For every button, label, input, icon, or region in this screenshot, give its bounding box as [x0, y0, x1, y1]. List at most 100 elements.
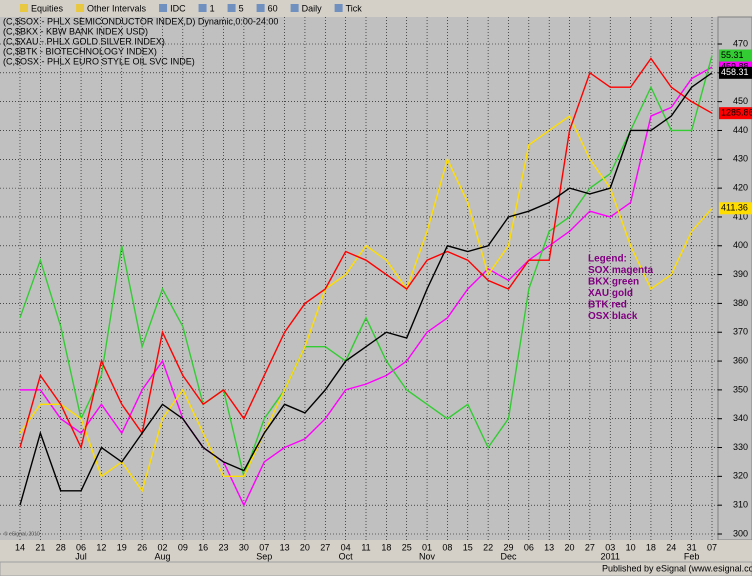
- legend-text: BKX green: [588, 277, 639, 288]
- toolbar-icon[interactable]: [256, 4, 265, 12]
- x-tick-label: 26: [137, 542, 147, 552]
- month-label: Nov: [419, 551, 436, 561]
- x-tick-label: 31: [687, 542, 697, 552]
- toolbar-icon[interactable]: [198, 4, 207, 12]
- legend-text: XAU gold: [588, 288, 633, 299]
- x-tick-label: 01: [422, 542, 432, 552]
- status-text: Published by eSignal (www.esignal.com): [602, 563, 752, 573]
- last-value-tag: [719, 66, 752, 79]
- y-tick-label: 380: [733, 298, 748, 308]
- x-tick-label: 07: [259, 542, 269, 552]
- y-tick-label: 410: [733, 211, 748, 221]
- last-value-tag: [719, 107, 752, 120]
- plot-area: [0, 17, 718, 540]
- y-tick-label: 300: [733, 528, 748, 538]
- y-tick-label: 390: [733, 269, 748, 279]
- x-axis-area: [0, 540, 752, 562]
- series-line: [20, 66, 713, 507]
- y-tick-label: 340: [733, 413, 748, 423]
- y-tick-label: 350: [733, 384, 748, 394]
- legend-text: BTK red: [588, 300, 627, 311]
- x-tick-label: 13: [280, 542, 290, 552]
- month-label: Jul: [75, 551, 87, 561]
- toolbar-button[interactable]: 60: [268, 3, 278, 13]
- y-tick-label: 420: [733, 182, 748, 192]
- series-line: [19, 72, 713, 506]
- last-value-label: 411.36: [721, 203, 748, 213]
- x-tick-label: 19: [117, 542, 127, 552]
- toolbar-button[interactable]: 1: [210, 3, 215, 13]
- toolbar-icon[interactable]: [227, 4, 236, 12]
- toolbar-icon[interactable]: [159, 4, 168, 12]
- header-line: (C,$OSX - PHLX EURO STYLE OIL SVC INDE): [3, 56, 195, 66]
- toolbar-button[interactable]: 5: [239, 3, 244, 13]
- toolbar-button[interactable]: Daily: [302, 3, 323, 13]
- month-label: Feb: [684, 551, 700, 561]
- last-value-tag: [719, 49, 752, 62]
- last-value-label: 55.31: [721, 50, 744, 60]
- x-tick-label: 12: [96, 542, 106, 552]
- x-tick-label: 20: [300, 542, 310, 552]
- header-line: (C,$XAU - PHLX GOLD SILVER INDEX): [3, 36, 165, 46]
- month-label: Dec: [500, 551, 517, 561]
- x-tick-label: 04: [341, 542, 351, 552]
- x-tick-label: 06: [524, 542, 534, 552]
- legend-text: Legend:: [588, 254, 627, 265]
- y-tick-label: 370: [733, 327, 748, 337]
- y-axis-area: [717, 16, 752, 541]
- month-label: Aug: [154, 551, 170, 561]
- x-tick-label: 29: [503, 542, 513, 552]
- toolbar-icon[interactable]: [20, 4, 28, 12]
- last-value-label: 1285.86: [721, 108, 752, 118]
- toolbar-button[interactable]: Equities: [31, 3, 64, 13]
- x-tick-label: 13: [544, 542, 554, 552]
- month-label: Sep: [256, 551, 272, 561]
- x-tick-label: 23: [219, 542, 229, 552]
- series-line: [19, 115, 713, 493]
- toolbar-button[interactable]: Tick: [346, 3, 363, 13]
- x-tick-label: 25: [402, 542, 412, 552]
- x-tick-label: 18: [646, 542, 656, 552]
- y-tick-label: 360: [733, 355, 748, 365]
- x-tick-label: 20: [565, 542, 575, 552]
- x-tick-label: 22: [483, 542, 493, 552]
- toolbar: [0, 0, 752, 17]
- x-tick-label: 11: [361, 542, 370, 552]
- y-tick-label: 450: [733, 96, 748, 106]
- y-tick-label: 440: [733, 125, 748, 135]
- x-tick-label: 21: [35, 542, 45, 552]
- y-tick-label: 320: [733, 471, 748, 481]
- toolbar-button[interactable]: Other Intervals: [87, 3, 147, 13]
- toolbar-icon[interactable]: [76, 4, 85, 12]
- last-value-label: 458.31: [721, 67, 749, 77]
- series-line: [19, 55, 713, 479]
- toolbar-icon[interactable]: [290, 4, 299, 12]
- y-tick-label: 310: [733, 500, 748, 510]
- x-tick-label: 06: [76, 542, 86, 552]
- toolbar-icon[interactable]: [334, 4, 343, 12]
- x-tick-label: 15: [463, 542, 473, 552]
- x-tick-label: 24: [666, 542, 676, 552]
- y-tick-label: 330: [733, 442, 748, 452]
- header-line: (C,$BKX - KBW BANK INDEX USD): [3, 26, 148, 36]
- x-tick-label: 14: [15, 542, 25, 552]
- x-tick-label: 07: [707, 542, 717, 552]
- last-value-tag: [719, 202, 752, 215]
- x-tick-label: 08: [442, 542, 452, 552]
- legend-text: SOX magenta: [588, 265, 653, 276]
- legend-text: OSX black: [588, 311, 638, 322]
- toolbar-button[interactable]: IDC: [170, 3, 186, 13]
- x-tick-label: 10: [626, 542, 636, 552]
- header-line: (C,$BTK - BIOTECHNOLOGY INDEX): [3, 46, 157, 56]
- last-value-label: 459.88: [721, 61, 749, 71]
- month-label: Oct: [339, 551, 354, 561]
- x-tick-label: 27: [585, 542, 595, 552]
- x-tick-label: 02: [157, 542, 167, 552]
- y-tick-label: 470: [733, 38, 748, 48]
- month-label: 2011: [601, 551, 620, 561]
- x-tick-label: 09: [178, 542, 188, 552]
- header-line: (C,$SOX - PHLX SEMICONDUCTOR INDEX,D) Dy…: [3, 16, 278, 26]
- x-tick-label: 18: [381, 542, 391, 552]
- y-tick-label: 430: [733, 154, 748, 164]
